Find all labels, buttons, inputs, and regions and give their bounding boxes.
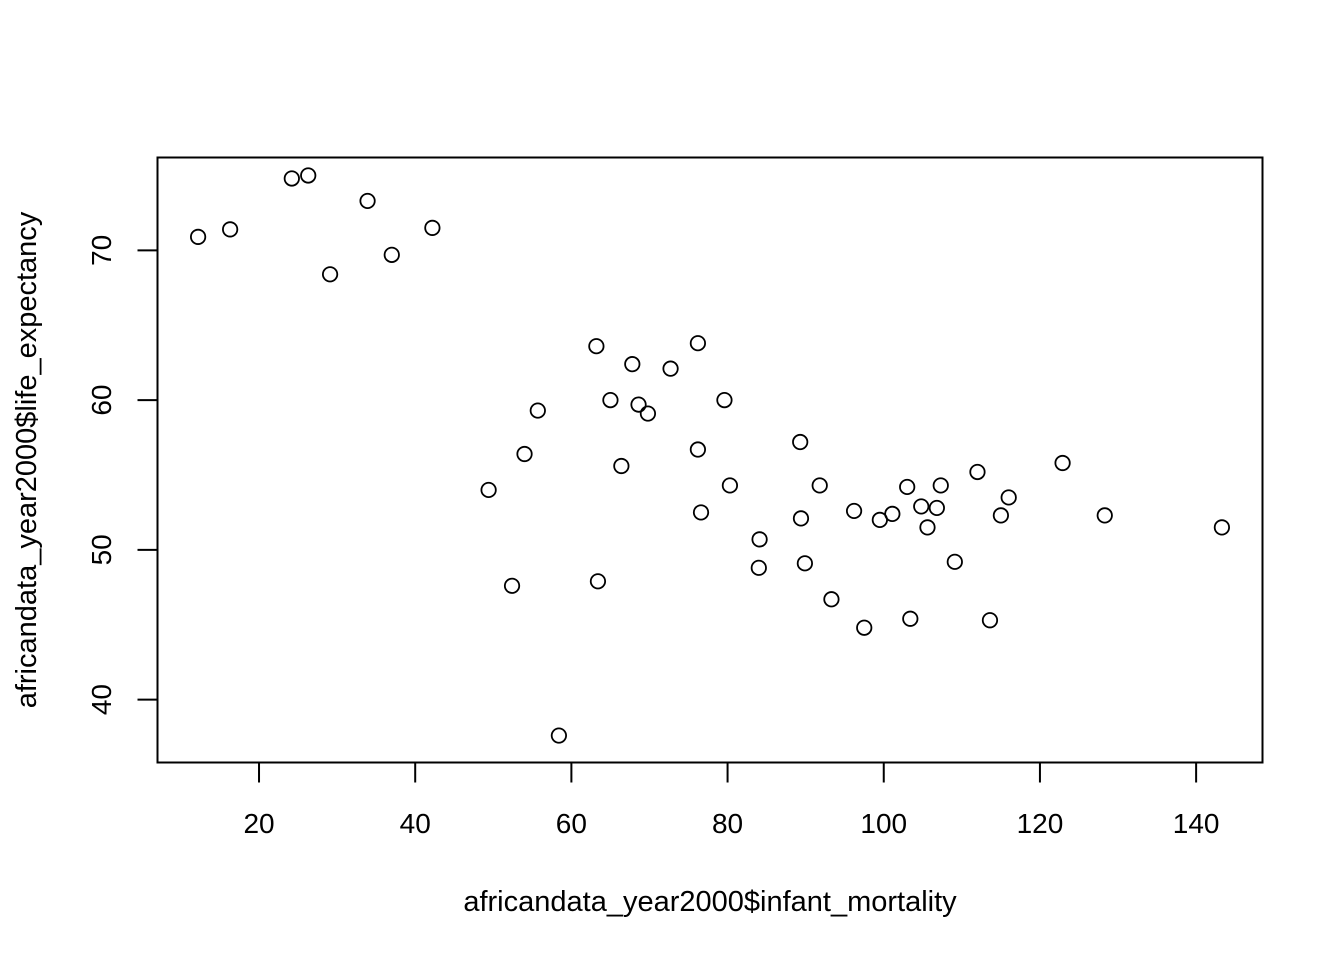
data-point bbox=[969, 463, 986, 481]
data-point bbox=[946, 553, 963, 570]
data-point bbox=[856, 619, 873, 636]
data-point bbox=[503, 577, 521, 594]
data-point bbox=[932, 477, 949, 494]
data-point bbox=[899, 478, 916, 496]
x-axis: 20 40 60 80 100 120 140 bbox=[243, 761, 1220, 839]
data-point bbox=[689, 441, 706, 458]
y-tick-label: 40 bbox=[86, 684, 117, 715]
data-point bbox=[588, 338, 605, 355]
data-point bbox=[692, 504, 710, 521]
data-point bbox=[1096, 507, 1113, 524]
data-point bbox=[1000, 489, 1017, 506]
data-point bbox=[845, 502, 863, 520]
data-point bbox=[550, 727, 567, 744]
data-point bbox=[662, 360, 679, 377]
x-tick-label: 40 bbox=[400, 808, 431, 839]
data-point bbox=[589, 573, 607, 590]
data-point bbox=[721, 477, 739, 494]
data-point bbox=[321, 266, 339, 283]
x-tick-label: 100 bbox=[860, 808, 907, 839]
x-axis-label: africandata_year2000$infant_mortality bbox=[463, 886, 957, 918]
data-point bbox=[1054, 454, 1071, 472]
data-point bbox=[516, 445, 533, 463]
data-point bbox=[902, 610, 919, 627]
data-points bbox=[190, 167, 1230, 744]
data-point bbox=[792, 510, 810, 527]
data-point bbox=[283, 170, 300, 187]
data-point bbox=[796, 555, 813, 572]
x-tick-label: 20 bbox=[243, 808, 274, 839]
x-tick-label: 80 bbox=[712, 808, 743, 839]
y-tick-label: 60 bbox=[86, 385, 117, 416]
data-point bbox=[222, 221, 239, 238]
x-tick-label: 140 bbox=[1173, 808, 1220, 839]
data-point bbox=[480, 481, 497, 499]
data-point bbox=[424, 219, 441, 236]
y-tick-label: 70 bbox=[86, 235, 117, 266]
data-point bbox=[884, 505, 901, 523]
data-point bbox=[823, 591, 840, 608]
data-point bbox=[928, 499, 945, 517]
y-axis: 40 50 60 70 bbox=[86, 235, 159, 715]
x-tick-label: 60 bbox=[556, 808, 587, 839]
data-point bbox=[1213, 519, 1230, 536]
data-point bbox=[529, 402, 546, 419]
data-point bbox=[190, 228, 207, 245]
data-point bbox=[992, 507, 1009, 524]
data-point bbox=[751, 531, 768, 548]
data-point bbox=[602, 391, 619, 409]
data-point bbox=[716, 391, 733, 409]
data-point bbox=[792, 433, 809, 451]
data-point bbox=[750, 559, 767, 576]
data-point bbox=[300, 167, 317, 184]
data-point bbox=[919, 519, 936, 536]
data-point bbox=[639, 405, 657, 422]
data-point bbox=[624, 356, 641, 373]
data-point bbox=[359, 192, 376, 210]
y-axis-label: africandata_year2000$life_expectancy bbox=[11, 211, 43, 708]
y-tick-label: 50 bbox=[86, 534, 117, 565]
data-point bbox=[630, 396, 647, 413]
data-point bbox=[383, 246, 400, 263]
x-tick-label: 120 bbox=[1017, 808, 1064, 839]
data-point bbox=[689, 335, 706, 352]
data-point bbox=[981, 612, 999, 629]
data-point bbox=[913, 498, 930, 515]
data-point bbox=[613, 457, 630, 475]
data-point bbox=[811, 477, 828, 494]
